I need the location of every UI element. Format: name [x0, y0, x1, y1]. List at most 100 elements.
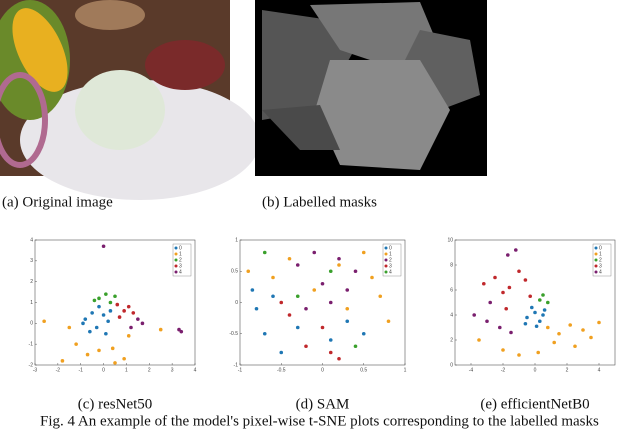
point: [94, 325, 99, 330]
panel-caption: (d) SAM: [296, 396, 350, 412]
x-tick-label: 0: [102, 367, 105, 373]
point: [546, 300, 550, 305]
point: [345, 319, 350, 324]
point: [129, 325, 133, 330]
legend-label: 0: [599, 245, 602, 251]
panel-caption: (c) resNet50: [78, 396, 153, 412]
point: [104, 292, 108, 296]
point: [506, 253, 510, 257]
y-tick-label: 4: [450, 312, 453, 318]
point: [504, 306, 509, 311]
legend-label: 0: [389, 245, 392, 251]
point: [295, 325, 300, 330]
point: [97, 304, 101, 309]
legend-label: 1: [599, 251, 602, 257]
point: [126, 334, 131, 338]
x-tick-label: 2: [566, 367, 569, 373]
point: [320, 325, 325, 330]
point: [262, 250, 267, 255]
point: [97, 296, 101, 301]
point: [353, 344, 358, 349]
point: [546, 325, 550, 330]
point: [345, 306, 350, 311]
y-tick-label: -1: [29, 341, 34, 347]
point: [328, 350, 333, 355]
x-tick-label: 2: [148, 367, 151, 373]
point: [328, 338, 333, 342]
point: [85, 352, 90, 357]
point: [279, 300, 284, 305]
x-tick-label: -4: [469, 367, 474, 373]
y-tick-label: 1: [235, 237, 238, 243]
panel-caption: (b) Labelled masks: [262, 194, 377, 210]
point: [337, 356, 341, 361]
point: [271, 294, 275, 299]
point: [523, 278, 528, 282]
legend-marker: [174, 264, 178, 268]
point: [108, 300, 113, 305]
point: [295, 263, 300, 267]
legend-label: 3: [179, 263, 182, 269]
point: [541, 293, 545, 297]
point: [140, 321, 145, 326]
point: [538, 298, 542, 302]
point: [542, 308, 547, 312]
plot-frame: [239, 239, 406, 366]
point: [507, 285, 512, 290]
panel-caption: (a) Original image: [2, 194, 113, 210]
point: [501, 348, 505, 352]
point: [287, 313, 292, 317]
y-tick-label: 0: [450, 362, 453, 368]
point: [254, 306, 259, 311]
legend-label: 1: [179, 251, 182, 257]
legend-marker: [174, 246, 178, 250]
point: [353, 269, 358, 274]
point: [262, 331, 267, 336]
y-tick-label: 3: [30, 258, 33, 264]
point: [60, 359, 65, 363]
point: [90, 311, 94, 315]
point: [538, 319, 542, 324]
legend-label: 4: [599, 269, 602, 275]
point: [361, 250, 366, 255]
y-tick-label: 0: [235, 300, 238, 306]
legend-marker: [174, 270, 178, 274]
x-tick-label: 1: [404, 367, 407, 373]
point: [328, 300, 333, 305]
point: [250, 288, 255, 292]
point: [517, 269, 521, 274]
legend-label: 3: [599, 263, 602, 269]
y-tick-label: 1: [30, 300, 33, 306]
point: [597, 320, 601, 325]
legend-marker: [594, 264, 598, 268]
x-tick-label: -1: [78, 367, 83, 373]
y-tick-label: 2: [450, 337, 453, 343]
y-tick-label: 2: [30, 279, 33, 285]
point: [131, 311, 136, 315]
point: [534, 324, 539, 329]
legend-marker: [384, 246, 388, 250]
legend-marker: [594, 258, 598, 262]
point: [113, 361, 117, 365]
legend-label: 2: [389, 257, 392, 263]
point: [386, 319, 391, 324]
point: [122, 356, 126, 361]
point: [536, 350, 540, 355]
legend-box: [382, 243, 402, 277]
point: [485, 319, 489, 324]
point: [568, 323, 572, 327]
point: [101, 244, 106, 249]
y-tick-label: 8: [450, 262, 453, 268]
y-tick-label: -0.5: [229, 331, 238, 337]
legend-marker: [384, 252, 388, 256]
point: [498, 325, 502, 330]
point: [287, 256, 292, 261]
legend-label: 0: [179, 245, 182, 251]
point: [158, 327, 163, 332]
x-tick-label: -2: [501, 367, 506, 373]
legend-marker: [174, 258, 178, 262]
y-tick-label: 10: [447, 237, 453, 243]
point: [113, 294, 117, 299]
point: [101, 313, 106, 317]
